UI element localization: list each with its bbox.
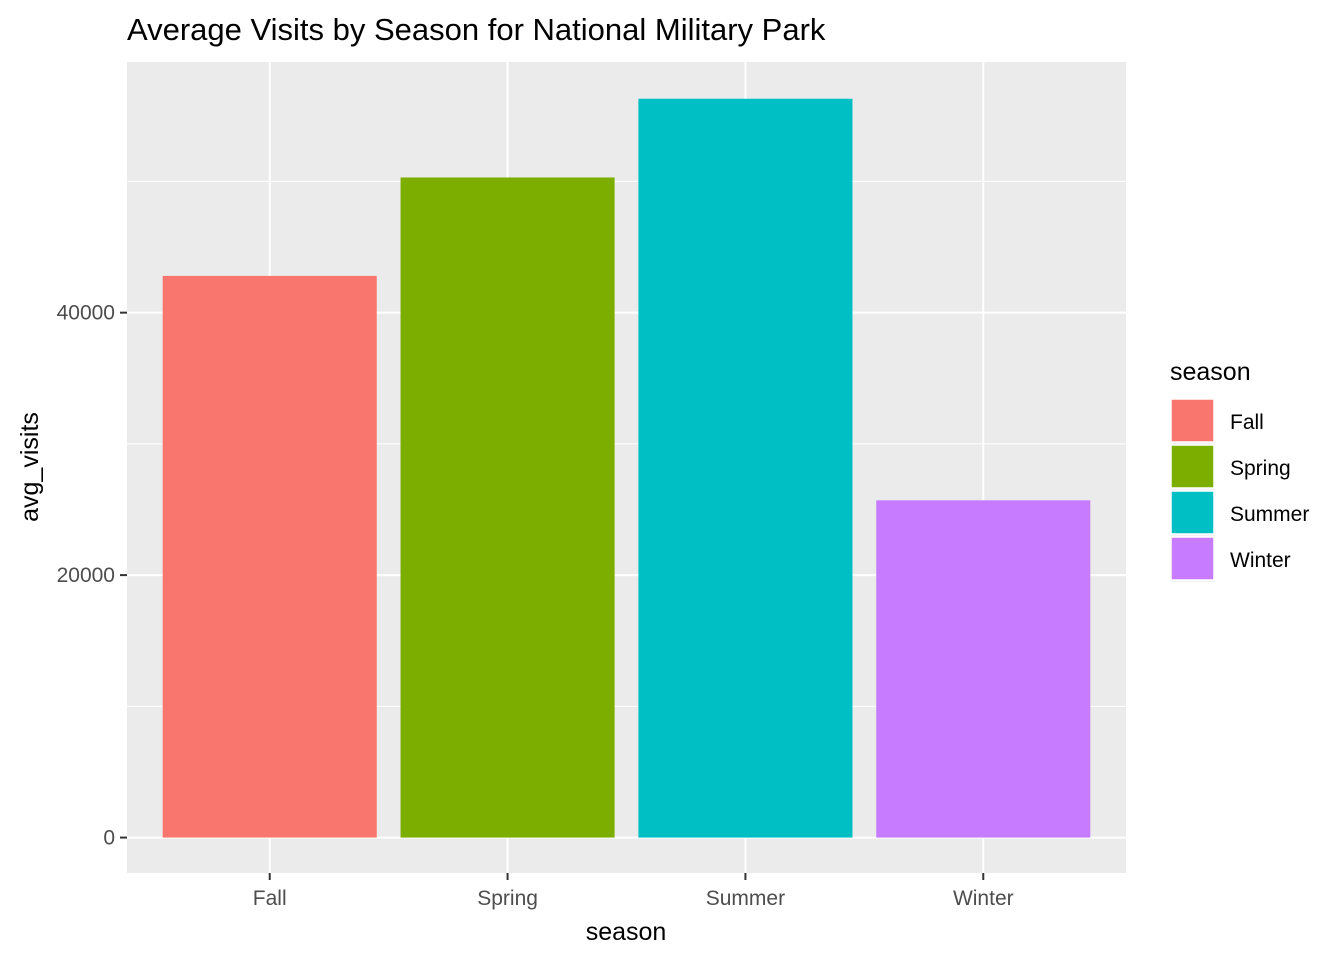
legend-label: Winter [1230,549,1291,572]
chart-title: Average Visits by Season for National Mi… [127,12,826,47]
y-tick-label: 0 [103,827,115,850]
legend-swatch-winter [1170,536,1215,581]
y-axis-title: avg_visits [16,412,44,522]
x-tick-label: Summer [706,887,785,910]
bar-summer [638,98,853,838]
x-tick-label: Winter [953,887,1014,910]
legend-label: Summer [1230,503,1309,526]
bar-winter [876,500,1091,838]
legend-title: season [1170,358,1251,386]
y-tick-label: 40000 [57,302,115,325]
legend: season Fall Spring Summer Winter [1170,358,1309,582]
bar-spring [400,177,615,838]
y-tick-label: 20000 [57,564,115,587]
y-axis: 0 20000 40000 [57,302,127,850]
x-tick-label: Fall [253,887,287,910]
legend-swatch-spring [1170,444,1215,489]
legend-swatch-summer [1170,490,1215,535]
x-axis-title: season [586,918,667,946]
bars [162,98,1091,838]
legend-label: Fall [1230,411,1264,434]
x-tick-label: Spring [477,887,538,910]
legend-label: Spring [1230,457,1291,480]
legend-swatch-fall [1170,398,1215,443]
bar-fall [162,275,377,838]
x-axis: Fall Spring Summer Winter [253,873,1014,910]
